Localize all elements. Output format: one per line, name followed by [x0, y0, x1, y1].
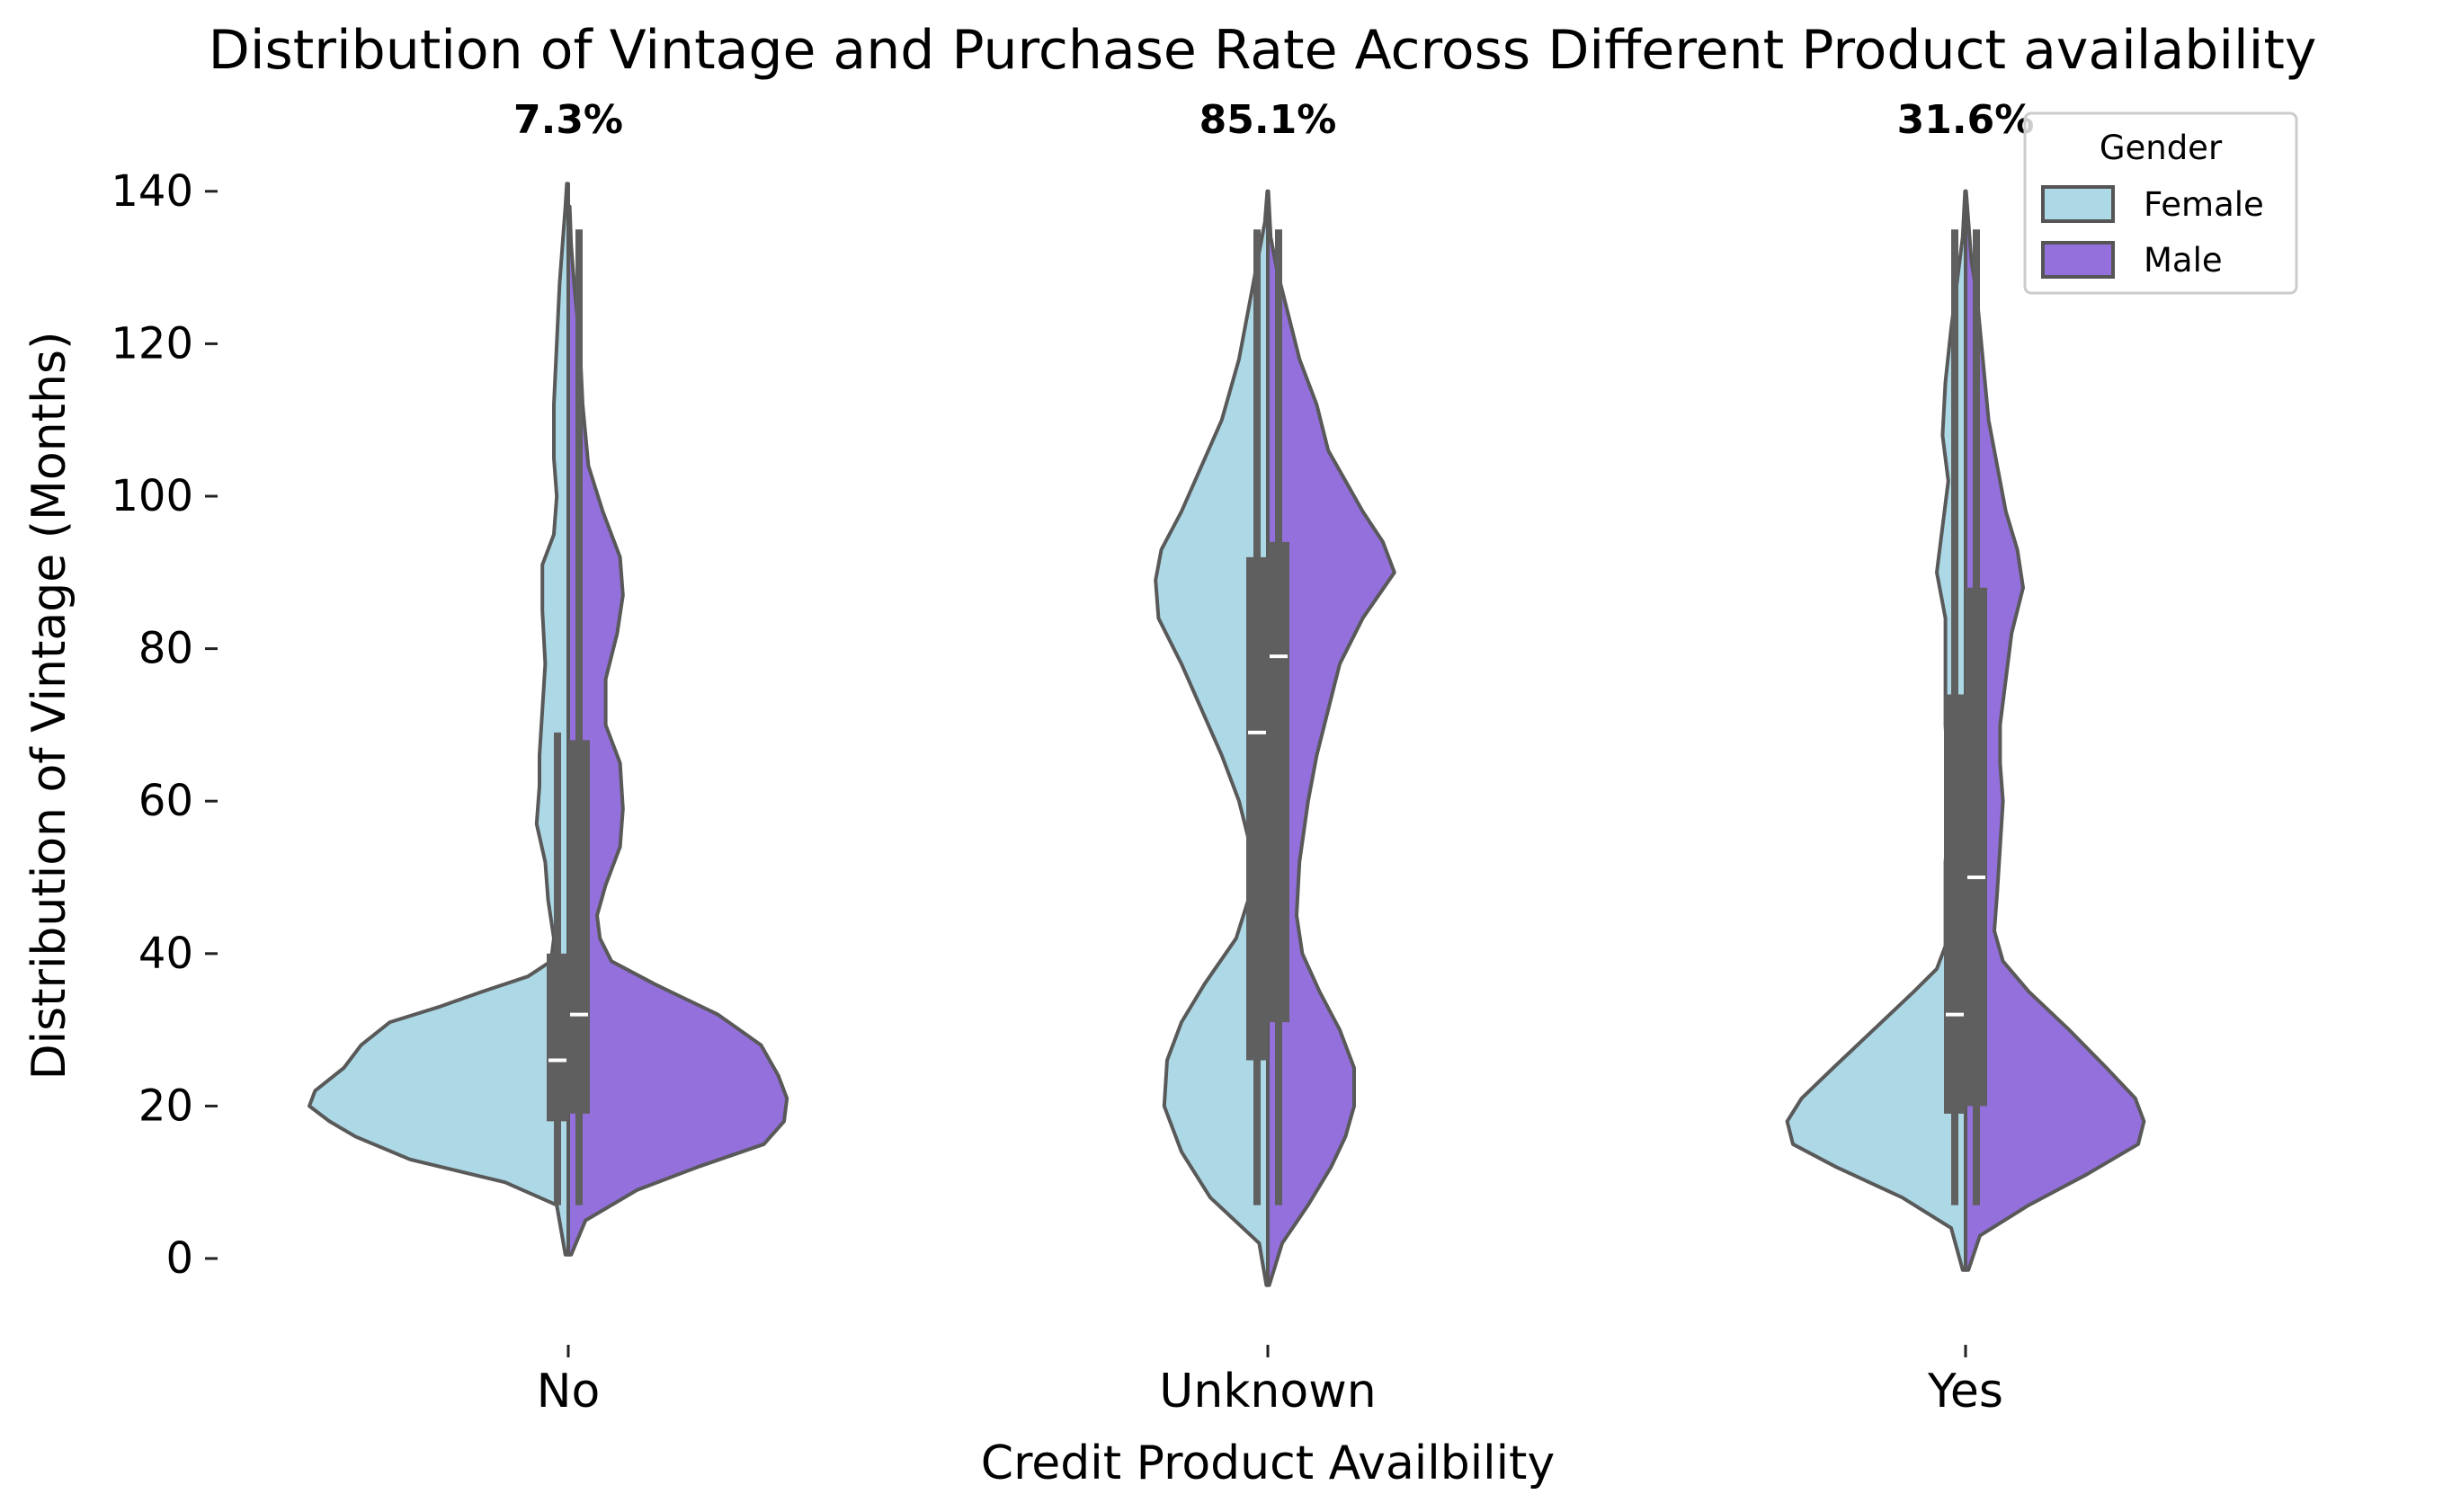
y-axis: 0 20 40 60 80 100 120 140: [111, 166, 218, 1284]
rate-annotation-unknown: 85.1%: [1199, 97, 1337, 143]
legend-title: Gender: [2100, 129, 2223, 167]
y-tick-label-60: 60: [138, 776, 193, 826]
x-tick-label-yes: Yes: [1927, 1365, 2003, 1419]
iqr-box-female-no: [547, 953, 568, 1122]
rate-annotation-yes: 31.6%: [1897, 97, 2035, 143]
y-tick-label-100: 100: [111, 471, 193, 521]
y-tick-label-80: 80: [138, 624, 193, 674]
legend-label-male: Male: [2144, 241, 2223, 280]
iqr-box-female-yes: [1944, 694, 1966, 1114]
iqr-box-male-yes: [1966, 587, 1987, 1107]
violins-layer: [308, 182, 2146, 1287]
x-axis-label: Credit Product Availbility: [981, 1436, 1555, 1490]
x-tick-label-unknown: Unknown: [1159, 1365, 1376, 1419]
annotations-layer: 7.3% 85.1% 31.6%: [513, 97, 2034, 143]
legend-label-female: Female: [2144, 185, 2264, 224]
iqr-box-male-no: [568, 740, 590, 1114]
legend-swatch-male: [2041, 241, 2115, 279]
y-tick-label-20: 20: [138, 1081, 193, 1131]
y-axis-label: Distribution of Vintage (Months): [22, 332, 76, 1081]
chart-title: Distribution of Vintage and Purchase Rat…: [209, 19, 2317, 82]
boxes-layer: [547, 229, 1987, 1205]
legend-swatch-female: [2041, 185, 2115, 223]
violin-female-no: [308, 182, 570, 1257]
y-tick-label-140: 140: [111, 166, 193, 217]
legend: Gender Female Male: [2023, 111, 2298, 295]
iqr-box-female-unknown: [1246, 556, 1268, 1061]
x-axis: No Unknown Yes: [537, 1345, 2003, 1419]
y-tick-label-40: 40: [138, 929, 193, 979]
violin-male-unknown: [1266, 189, 1396, 1287]
iqr-box-male-unknown: [1268, 541, 1289, 1023]
rate-annotation-no: 7.3%: [513, 97, 623, 143]
y-tick-label-0: 0: [165, 1233, 193, 1284]
y-tick-label-120: 120: [111, 318, 193, 369]
x-tick-label-no: No: [537, 1365, 601, 1419]
